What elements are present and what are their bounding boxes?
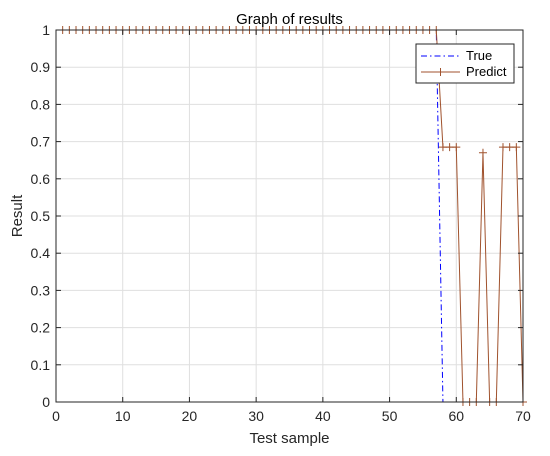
- y-tick-label: 0.4: [31, 245, 51, 261]
- legend-label-true: True: [466, 48, 492, 63]
- data-point-predict: [438, 143, 447, 152]
- x-tick-label: 40: [315, 408, 331, 424]
- data-point-predict: [512, 143, 521, 152]
- legend-label-predict: Predict: [466, 64, 507, 79]
- y-tick-label: 0.5: [31, 208, 51, 224]
- data-point-predict: [478, 148, 487, 157]
- y-tick-label: 0.3: [31, 282, 51, 298]
- y-tick-label: 0.2: [31, 320, 51, 336]
- data-point-predict: [505, 143, 514, 152]
- legend-box: [415, 43, 515, 84]
- legend-marker-predict: [436, 68, 445, 76]
- y-tick-label: 0.7: [31, 134, 51, 150]
- legend: True Predict: [415, 43, 515, 84]
- y-tick-label: 0.1: [31, 357, 51, 373]
- data-point-predict: [498, 143, 507, 152]
- chart-title: Graph of results: [236, 11, 343, 28]
- x-tick-label: 0: [52, 408, 60, 424]
- y-axis-title: Result: [9, 194, 26, 237]
- ticks-layer: 0 10 20 30 40 50 60 70 0 0.1 0.2 0.3 0.4 0.5 0.6 0.7 0.8…: [31, 22, 531, 424]
- data-point-predict: [452, 143, 461, 152]
- y-tick-label: 0.8: [31, 96, 51, 112]
- x-tick-label: 70: [515, 408, 531, 424]
- x-tick-label: 50: [382, 408, 398, 424]
- y-tick-label: 0.6: [31, 171, 51, 187]
- y-tick-label: 1: [42, 22, 50, 38]
- x-tick-label: 60: [448, 408, 464, 424]
- x-axis-title: Test sample: [249, 430, 329, 447]
- y-tick-label: 0: [42, 394, 50, 410]
- y-tick-label: 0.9: [31, 59, 51, 75]
- x-tick-label: 10: [115, 408, 131, 424]
- x-tick-label: 20: [182, 408, 198, 424]
- x-tick-label: 30: [248, 408, 264, 424]
- data-point-predict: [445, 143, 454, 152]
